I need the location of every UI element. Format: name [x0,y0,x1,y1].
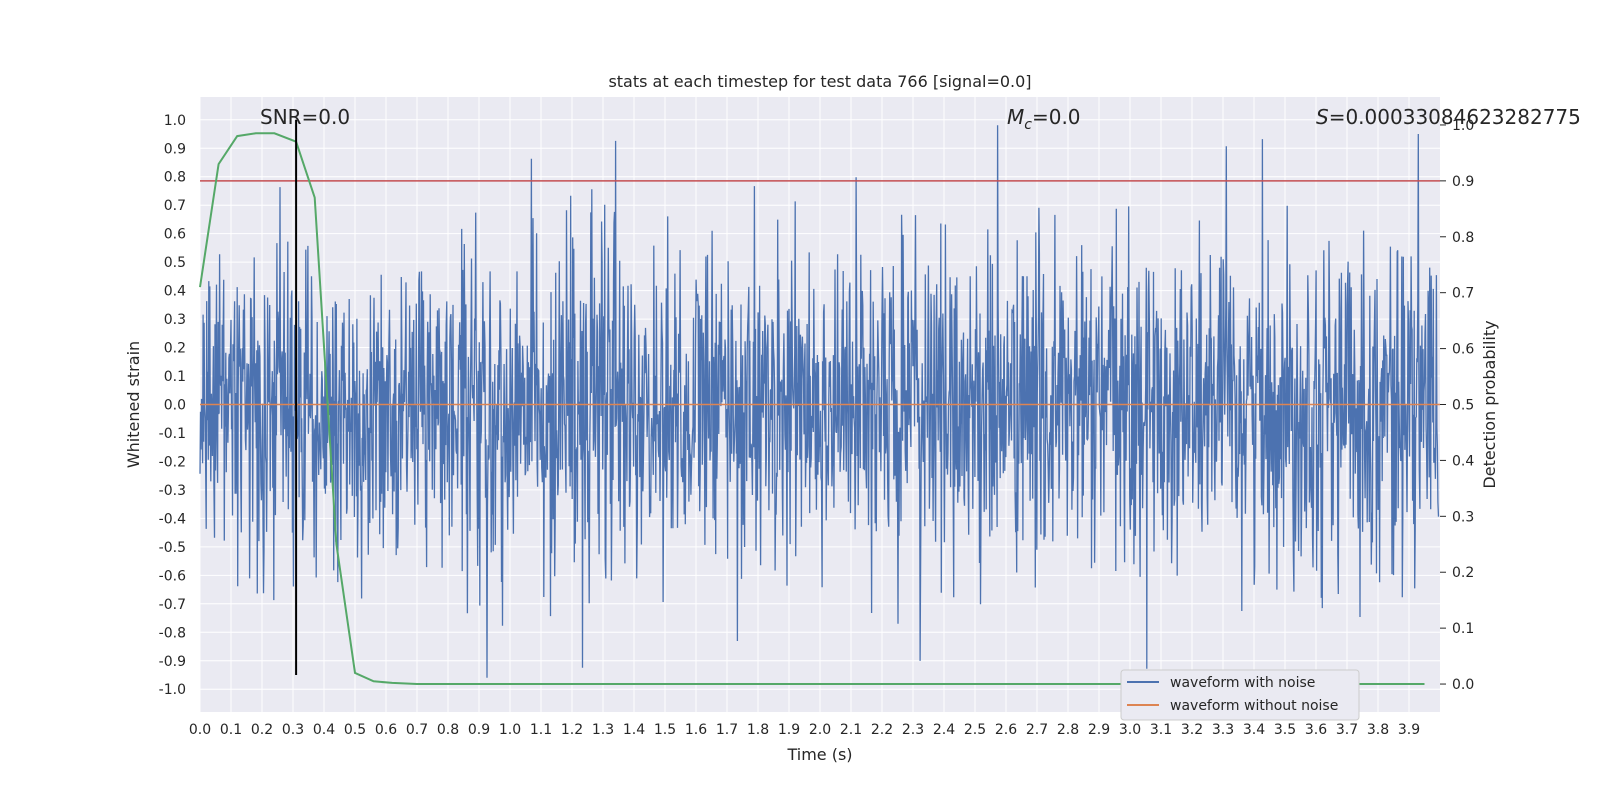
y2-tick-label: 1.0 [1452,118,1474,134]
y-tick-label: 0.7 [164,198,186,214]
y-tick-label: -0.5 [159,540,186,556]
series-detection-probability [199,132,1425,685]
y-tick-label: 0.5 [164,255,186,271]
x-tick-label: 2.2 [871,722,893,738]
y2-axis-ticks: 1.0 0.9 0.8 0.7 0.6 0.5 0.4 0.3 0.2 0.1 0.0 [1440,118,1474,693]
x-tick-label: 0.2 [251,722,273,738]
y2-tick-label: 0.1 [1452,621,1474,637]
y2-tick-label: 0.6 [1452,342,1474,358]
x-tick-label: 2.3 [902,722,924,738]
y-tick-label: 0.4 [164,284,186,300]
annotation-s-value: =0.00033084623282775 [1329,105,1581,129]
x-tick-label: 2.5 [964,722,986,738]
annotation-mc-symbol: M [1007,105,1024,129]
x-tick-label: 3.9 [1398,722,1420,738]
x-tick-label: 3.3 [1212,722,1234,738]
y-tick-label: -0.8 [159,625,186,641]
legend: waveform with noise waveform without noi… [1120,669,1360,721]
y2-tick-label: 0.8 [1452,230,1474,246]
x-tick-label: 1.2 [561,722,583,738]
y-tick-label: -0.4 [159,511,186,527]
y-axis-label: Whitened strain [124,341,143,468]
y-tick-label: -1.0 [159,682,186,698]
x-tick-label: 2.0 [809,722,831,738]
y2-tick-label: 0.2 [1452,565,1474,581]
y2-tick-label: 0.4 [1452,453,1474,469]
x-tick-label: 3.0 [1119,722,1141,738]
x-tick-label: 3.7 [1336,722,1358,738]
y2-tick-label: 0.3 [1452,509,1474,525]
x-tick-label: 0.0 [189,722,211,738]
x-tick-label: 0.5 [344,722,366,738]
x-tick-label: 3.6 [1305,722,1327,738]
x-tick-label: 2.1 [840,722,862,738]
x-tick-label: 0.8 [437,722,459,738]
x-tick-label: 2.6 [995,722,1017,738]
x-tick-label: 2.7 [1026,722,1048,738]
annotation-s-symbol: S [1316,105,1329,129]
y-tick-label: 0.8 [164,170,186,186]
y-tick-label: 0.2 [164,341,186,357]
annotation-mc-subscript: c [1024,117,1032,133]
x-tick-label: 1.7 [716,722,738,738]
x-tick-label: 2.4 [933,722,955,738]
noise-trace [199,125,1440,678]
y2-tick-label: 0.7 [1452,286,1474,302]
x-tick-label: 3.2 [1181,722,1203,738]
x-tick-label: 0.3 [282,722,304,738]
x-tick-label: 1.4 [623,722,645,738]
annotation-mc-value: =0.0 [1032,105,1081,129]
y-tick-label: 0.1 [164,369,186,385]
y-tick-label: -0.6 [159,568,186,584]
x-tick-label: 0.1 [220,722,242,738]
x-tick-label: 1.6 [685,722,707,738]
y-tick-label: 0.6 [164,227,186,243]
x-tick-label: 1.8 [747,722,769,738]
legend-box [1120,669,1360,721]
x-tick-label: 0.4 [313,722,335,738]
y-tick-label: -0.2 [159,454,186,470]
x-tick-label: 3.8 [1367,722,1389,738]
x-tick-label: 1.3 [592,722,614,738]
y2-tick-label: 0.5 [1452,398,1474,414]
y-tick-label: 0.3 [164,312,186,328]
y2-axis-label: Detection probability [1480,320,1499,488]
y-tick-label: -0.3 [159,483,186,499]
y-tick-label: -0.1 [159,426,186,442]
x-tick-label: 2.8 [1057,722,1079,738]
x-tick-label: 0.7 [406,722,428,738]
x-axis-ticks: 0.0 0.1 0.2 0.3 0.4 0.5 0.6 0.7 0.8 0.9 1.0 1.1 1.2 1… [189,722,1420,738]
x-tick-label: 1.1 [530,722,552,738]
x-tick-label: 1.9 [778,722,800,738]
y-tick-label: -0.7 [159,597,186,613]
series-waveform-with-noise [199,125,1440,678]
chart-title: stats at each timestep for test data 766… [608,72,1031,91]
annotation-chirp-mass: Mc=0.0 [1007,105,1081,133]
x-tick-label: 1.0 [499,722,521,738]
x-tick-label: 0.6 [375,722,397,738]
annotation-snr: SNR=0.0 [260,105,350,129]
x-tick-label: 3.5 [1274,722,1296,738]
x-tick-label: 2.9 [1088,722,1110,738]
annotation-s: S=0.00033084623282775 [1316,105,1581,129]
y-tick-label: 1.0 [164,113,186,129]
y-tick-label: 0.0 [164,398,186,414]
y-axis-ticks: 1.0 0.9 0.8 0.7 0.6 0.5 0.4 0.3 0.2 0.1 0.0 -0.1 -0.… [159,113,186,698]
legend-label-without-noise: waveform without noise [1170,698,1338,714]
x-tick-label: 3.4 [1243,722,1265,738]
x-tick-label: 0.9 [468,722,490,738]
legend-label-with-noise: waveform with noise [1170,675,1315,691]
x-tick-label: 1.5 [654,722,676,738]
y2-tick-label: 0.0 [1452,677,1474,693]
x-tick-label: 3.1 [1150,722,1172,738]
y-tick-label: 0.9 [164,141,186,157]
x-axis-label: Time (s) [786,745,852,764]
y-tick-label: -0.9 [159,654,186,670]
y2-tick-label: 0.9 [1452,174,1474,190]
